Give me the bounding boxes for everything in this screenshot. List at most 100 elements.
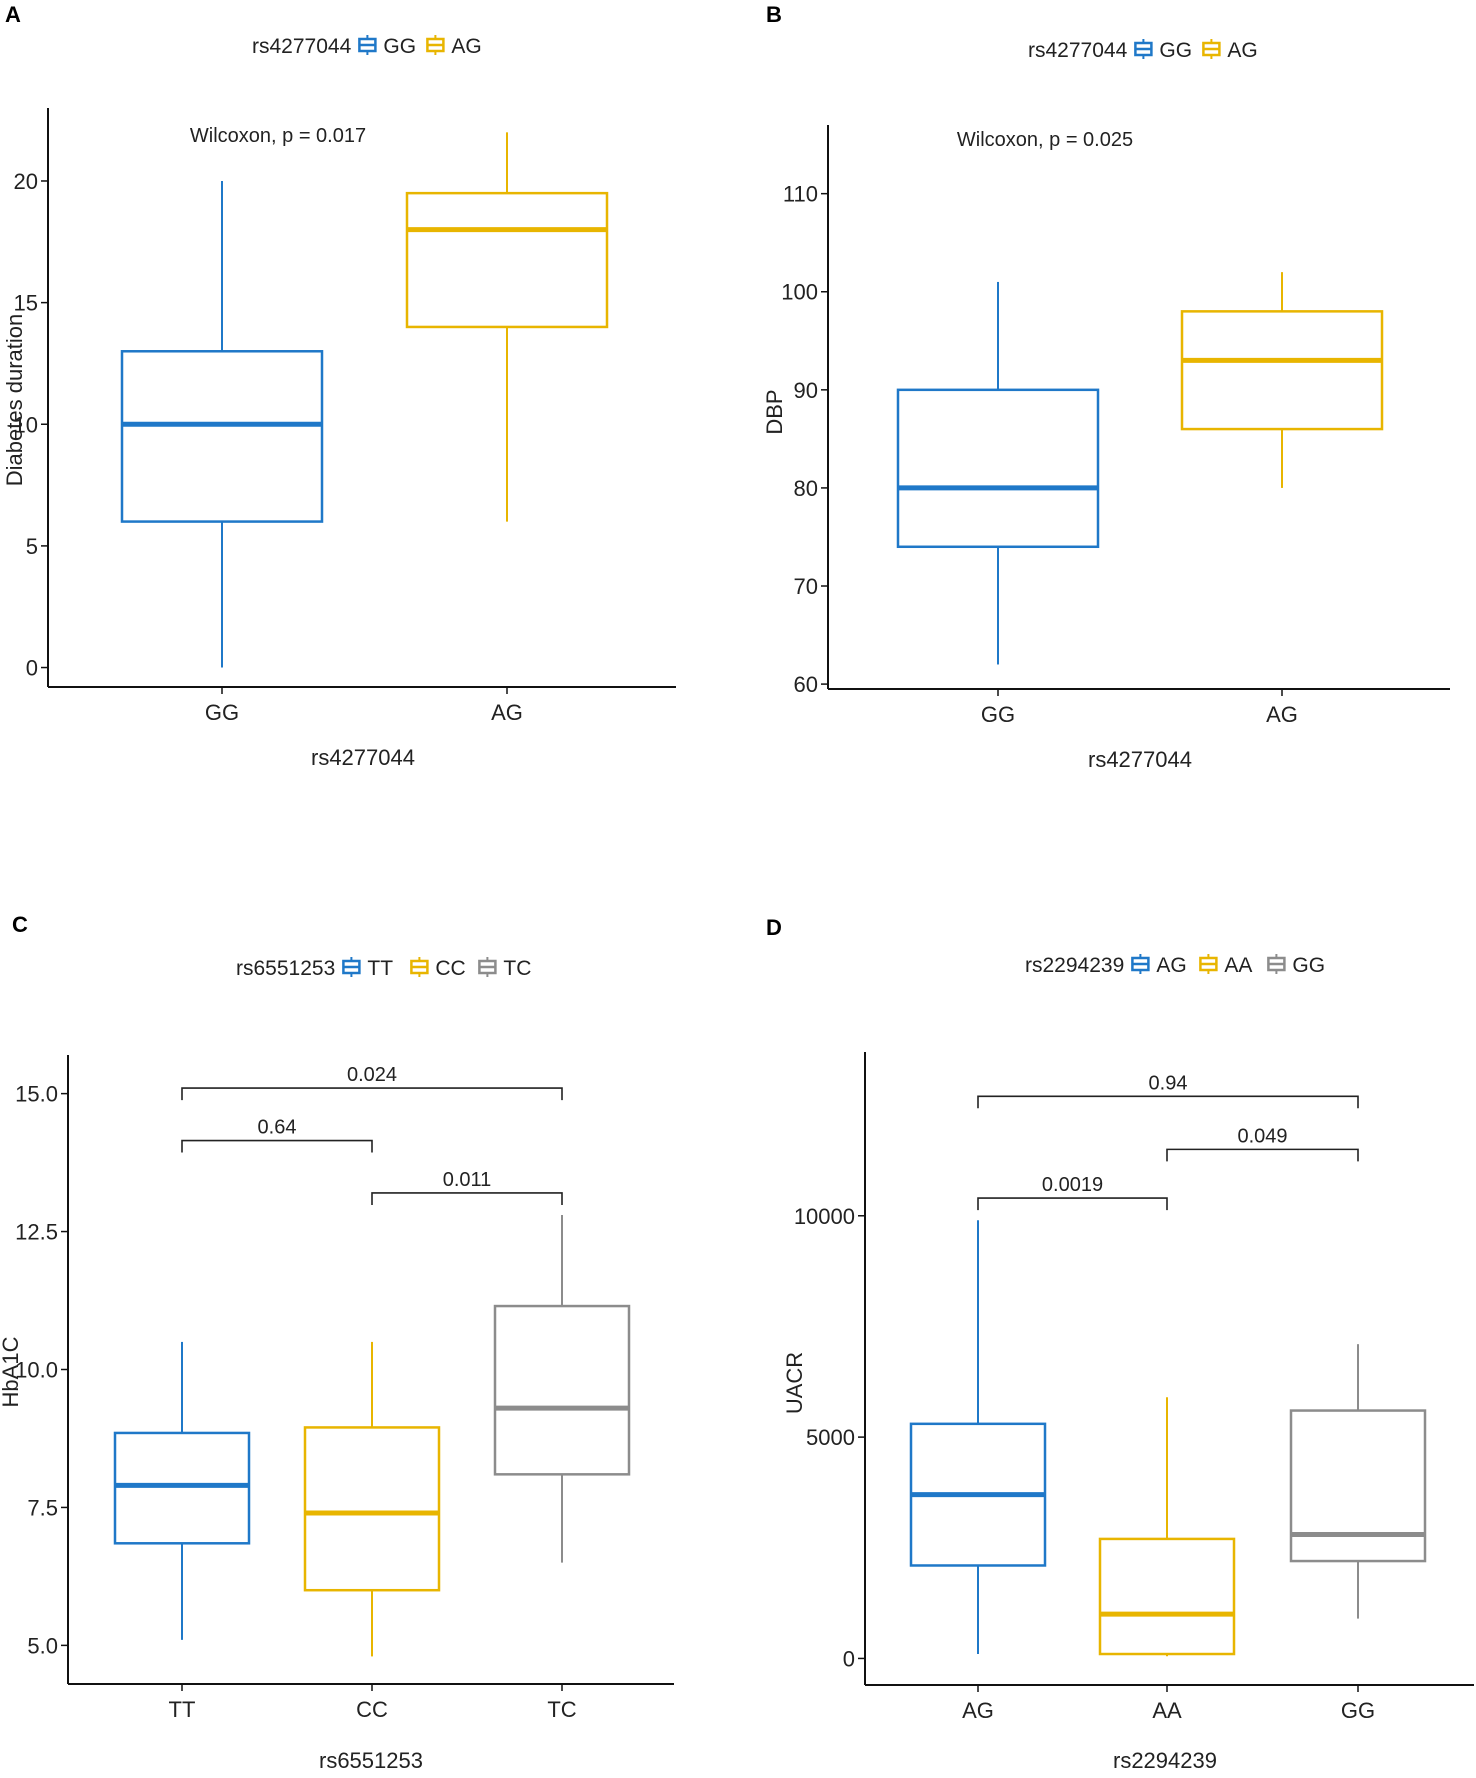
box-iqr xyxy=(1289,1409,1427,1563)
legend-key-icon xyxy=(410,957,429,977)
legend-title: rs6551253 xyxy=(236,957,335,980)
p-value-label: 0.64 xyxy=(258,1117,297,1139)
legend-title: rs4277044 xyxy=(1028,39,1128,62)
y-tick-label: 80 xyxy=(794,476,818,501)
p-value-label: 0.011 xyxy=(443,1169,492,1191)
box-gg xyxy=(120,180,324,668)
x-tick-label: AG xyxy=(962,1698,994,1723)
box-ag xyxy=(405,132,609,522)
x-tick-label: AA xyxy=(1152,1698,1182,1723)
legend-key-icon xyxy=(1131,954,1150,974)
y-axis-title: HbA1C xyxy=(0,1336,23,1407)
x-axis-title: rs4277044 xyxy=(1088,747,1192,772)
p-value-label: 0.024 xyxy=(347,1064,397,1086)
box-iqr xyxy=(1098,1537,1236,1656)
y-tick-label: 15 xyxy=(14,291,38,316)
legend-entry: GG xyxy=(383,35,416,58)
y-tick-label: 60 xyxy=(794,672,818,697)
x-tick-label: CC xyxy=(356,1697,388,1722)
box-tc xyxy=(493,1215,631,1563)
comparison-bracket: 0.64 xyxy=(181,1117,373,1153)
y-tick-label: 0 xyxy=(26,656,38,681)
y-axis-title: Diabetes duration xyxy=(2,314,27,486)
p-value-label: 0.0019 xyxy=(1042,1174,1103,1196)
legend-entry: AA xyxy=(1224,954,1252,977)
box-aa xyxy=(1098,1397,1236,1657)
legend-key-icon xyxy=(1202,39,1221,59)
legend-entry: CC xyxy=(435,957,465,980)
comparison-bracket: 0.011 xyxy=(371,1169,563,1205)
legend-entry: GG xyxy=(1292,954,1325,977)
x-axis-title: rs2294239 xyxy=(1113,1748,1217,1773)
legend-entry: AG xyxy=(1156,954,1186,977)
box-iqr xyxy=(1180,310,1384,431)
x-tick-label: GG xyxy=(1341,1698,1375,1723)
y-tick-label: 70 xyxy=(794,574,818,599)
legend-title: rs4277044 xyxy=(252,35,352,58)
y-tick-label: 5000 xyxy=(806,1425,855,1450)
p-value-label: 0.94 xyxy=(1149,1072,1188,1094)
x-tick-label: GG xyxy=(981,702,1015,727)
y-tick-label: 110 xyxy=(783,182,818,207)
legend-key-icon xyxy=(1134,39,1153,59)
panel-label: C xyxy=(12,912,28,937)
y-axis-title: UACR xyxy=(782,1352,807,1414)
y-tick-label: 90 xyxy=(794,378,818,403)
box-iqr xyxy=(405,191,609,329)
y-tick-label: 15.0 xyxy=(15,1082,58,1107)
y-axis-title: DBP xyxy=(762,389,787,434)
comparison-bracket: 0.049 xyxy=(1166,1125,1359,1162)
box-iqr xyxy=(113,1431,251,1545)
box-ag xyxy=(1180,272,1384,488)
y-tick-label: 100 xyxy=(781,280,818,305)
box-ag xyxy=(909,1220,1047,1655)
y-tick-label: 5 xyxy=(26,534,38,559)
x-tick-label: AG xyxy=(1266,702,1298,727)
legend-entry: TT xyxy=(367,957,393,980)
x-axis-title: rs6551253 xyxy=(319,1748,423,1773)
box-tt xyxy=(113,1341,251,1640)
legend-key-icon xyxy=(1267,954,1286,974)
legend-key-icon xyxy=(1199,954,1218,974)
y-tick-label: 0 xyxy=(843,1646,855,1671)
y-tick-label: 10.0 xyxy=(15,1358,58,1383)
test-annotation: Wilcoxon, p = 0.017 xyxy=(190,125,366,147)
x-tick-label: TC xyxy=(547,1697,576,1722)
box-iqr xyxy=(896,388,1100,549)
legend-entry: AG xyxy=(451,35,481,58)
y-tick-label: 5.0 xyxy=(27,1633,58,1658)
p-value-label: 0.049 xyxy=(1237,1125,1287,1147)
comparison-bracket: 0.0019 xyxy=(977,1174,1168,1211)
y-tick-label: 7.5 xyxy=(27,1495,58,1520)
y-tick-label: 10000 xyxy=(794,1204,855,1229)
box-gg xyxy=(896,281,1100,665)
panel-label: B xyxy=(766,2,782,27)
legend-key-icon xyxy=(358,35,377,55)
comparison-bracket: 0.024 xyxy=(181,1064,563,1101)
test-annotation: Wilcoxon, p = 0.025 xyxy=(957,129,1133,151)
legend-key-icon xyxy=(426,35,445,55)
comparison-bracket: 0.94 xyxy=(977,1072,1359,1109)
box-iqr xyxy=(493,1304,631,1476)
y-tick-label: 10 xyxy=(14,412,38,437)
legend-title: rs2294239 xyxy=(1025,954,1124,977)
box-gg xyxy=(1289,1344,1427,1619)
legend-entry: GG xyxy=(1159,39,1192,62)
panel-label: D xyxy=(766,915,782,940)
y-tick-label: 12.5 xyxy=(15,1220,58,1245)
y-tick-label: 20 xyxy=(14,169,38,194)
box-iqr xyxy=(120,350,324,523)
x-tick-label: AG xyxy=(491,700,523,725)
legend-key-icon xyxy=(478,957,497,977)
panel-label: A xyxy=(5,2,21,27)
x-tick-label: TT xyxy=(169,1697,196,1722)
x-axis-title: rs4277044 xyxy=(311,745,415,770)
legend-entry: AG xyxy=(1227,39,1257,62)
legend-key-icon xyxy=(342,957,361,977)
box-cc xyxy=(303,1341,441,1657)
